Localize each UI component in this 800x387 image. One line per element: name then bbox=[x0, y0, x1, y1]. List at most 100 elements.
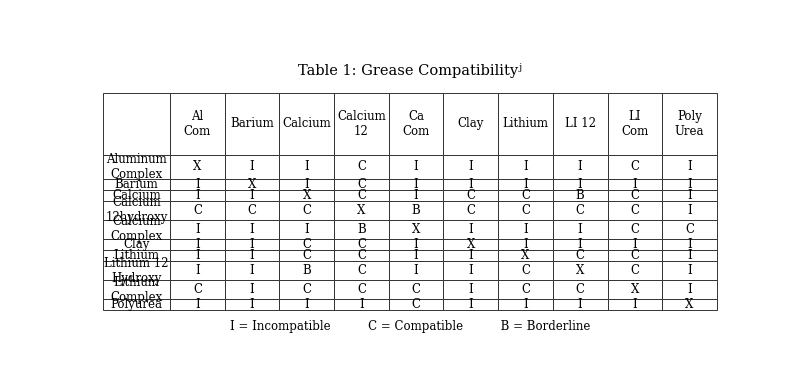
Text: I: I bbox=[523, 238, 528, 251]
Text: I: I bbox=[195, 264, 200, 277]
Bar bbox=[498, 239, 553, 250]
Text: C: C bbox=[357, 238, 366, 251]
Bar bbox=[662, 261, 717, 280]
Bar bbox=[389, 280, 443, 299]
Text: I: I bbox=[304, 178, 309, 191]
Text: B: B bbox=[357, 223, 366, 236]
Text: Ca
Com: Ca Com bbox=[402, 110, 430, 138]
Bar bbox=[498, 190, 553, 201]
Bar bbox=[225, 92, 279, 155]
Bar bbox=[607, 190, 662, 201]
Text: C: C bbox=[521, 264, 530, 277]
Text: I: I bbox=[687, 178, 692, 191]
Text: C: C bbox=[521, 204, 530, 217]
Bar bbox=[389, 220, 443, 239]
Bar bbox=[279, 299, 334, 310]
Bar bbox=[553, 201, 607, 220]
Bar bbox=[103, 155, 170, 179]
Bar bbox=[225, 201, 279, 220]
Bar bbox=[225, 280, 279, 299]
Bar bbox=[553, 261, 607, 280]
Text: C: C bbox=[357, 161, 366, 173]
Text: C: C bbox=[685, 223, 694, 236]
Bar bbox=[443, 250, 498, 261]
Bar bbox=[662, 179, 717, 190]
Bar bbox=[334, 220, 389, 239]
Text: C: C bbox=[412, 298, 421, 311]
Text: C: C bbox=[357, 264, 366, 277]
Text: I: I bbox=[250, 264, 254, 277]
Bar bbox=[607, 239, 662, 250]
Text: LI 12: LI 12 bbox=[565, 117, 596, 130]
Text: Aluminum
Complex: Aluminum Complex bbox=[106, 153, 167, 181]
Text: C: C bbox=[302, 283, 311, 296]
Bar bbox=[225, 261, 279, 280]
Text: I: I bbox=[687, 189, 692, 202]
Text: I: I bbox=[469, 249, 473, 262]
Bar bbox=[170, 155, 225, 179]
Text: I: I bbox=[578, 178, 582, 191]
Text: C: C bbox=[521, 189, 530, 202]
Bar bbox=[334, 92, 389, 155]
Text: I: I bbox=[578, 298, 582, 311]
Text: X: X bbox=[302, 189, 311, 202]
Bar bbox=[607, 92, 662, 155]
Text: C: C bbox=[412, 283, 421, 296]
Text: I: I bbox=[687, 161, 692, 173]
Bar bbox=[389, 179, 443, 190]
Text: I: I bbox=[523, 161, 528, 173]
Text: C: C bbox=[302, 238, 311, 251]
Bar bbox=[334, 155, 389, 179]
Bar bbox=[443, 155, 498, 179]
Bar bbox=[170, 201, 225, 220]
Bar bbox=[662, 220, 717, 239]
Bar bbox=[607, 201, 662, 220]
Text: X: X bbox=[412, 223, 420, 236]
Bar bbox=[279, 220, 334, 239]
Bar bbox=[225, 220, 279, 239]
Text: C: C bbox=[302, 204, 311, 217]
Text: C: C bbox=[630, 223, 639, 236]
Bar bbox=[103, 190, 170, 201]
Bar bbox=[279, 155, 334, 179]
Text: C: C bbox=[630, 189, 639, 202]
Text: Calcium: Calcium bbox=[112, 189, 161, 202]
Text: Poly
Urea: Poly Urea bbox=[675, 110, 704, 138]
Bar bbox=[443, 201, 498, 220]
Text: C: C bbox=[193, 283, 202, 296]
Text: I: I bbox=[250, 283, 254, 296]
Bar bbox=[607, 299, 662, 310]
Text: Polyurea: Polyurea bbox=[110, 298, 162, 311]
Text: I: I bbox=[414, 238, 418, 251]
Text: I: I bbox=[469, 161, 473, 173]
Bar bbox=[662, 201, 717, 220]
Text: B: B bbox=[412, 204, 421, 217]
Bar bbox=[225, 250, 279, 261]
Bar bbox=[170, 261, 225, 280]
Bar bbox=[498, 179, 553, 190]
Bar bbox=[498, 201, 553, 220]
Bar bbox=[498, 155, 553, 179]
Bar bbox=[498, 280, 553, 299]
Bar bbox=[103, 280, 170, 299]
Bar bbox=[662, 299, 717, 310]
Text: C: C bbox=[466, 189, 475, 202]
Text: Clay: Clay bbox=[458, 117, 484, 130]
Bar bbox=[607, 261, 662, 280]
Bar bbox=[170, 239, 225, 250]
Text: X: X bbox=[358, 204, 366, 217]
Text: C: C bbox=[357, 249, 366, 262]
Bar bbox=[334, 239, 389, 250]
Bar bbox=[662, 155, 717, 179]
Text: B: B bbox=[302, 264, 311, 277]
Text: C: C bbox=[357, 283, 366, 296]
Text: C: C bbox=[302, 249, 311, 262]
Text: I: I bbox=[250, 249, 254, 262]
Bar bbox=[170, 179, 225, 190]
Bar bbox=[553, 220, 607, 239]
Bar bbox=[389, 92, 443, 155]
Text: Lithium 12
Hydroxy: Lithium 12 Hydroxy bbox=[104, 257, 169, 284]
Text: X: X bbox=[194, 161, 202, 173]
Text: I: I bbox=[195, 178, 200, 191]
Text: C: C bbox=[247, 204, 257, 217]
